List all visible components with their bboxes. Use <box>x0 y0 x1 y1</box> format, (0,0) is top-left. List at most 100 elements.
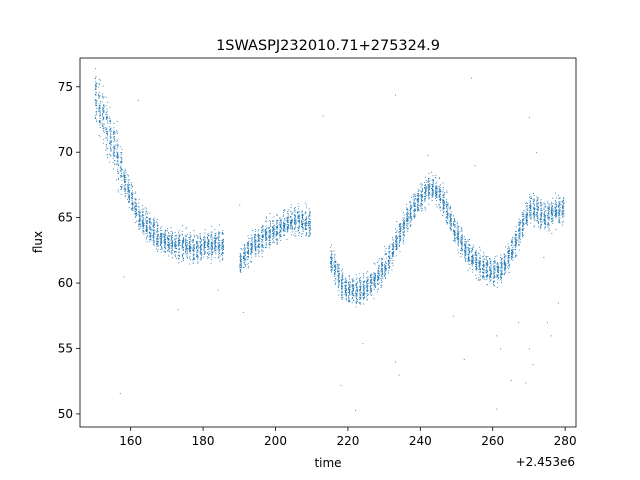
data-point <box>244 243 246 245</box>
data-point <box>208 235 210 237</box>
data-point <box>438 178 440 179</box>
data-point <box>264 229 266 231</box>
data-point <box>299 219 300 221</box>
data-point <box>465 247 467 249</box>
data-point <box>461 235 463 237</box>
data-point <box>135 199 137 201</box>
data-point <box>185 242 187 244</box>
data-point <box>406 208 408 210</box>
data-point <box>276 242 278 244</box>
data-point <box>417 205 419 207</box>
data-point <box>170 245 172 247</box>
data-point <box>195 240 197 242</box>
data-point <box>330 244 332 246</box>
data-point <box>351 284 353 286</box>
data-point <box>369 292 371 294</box>
data-point <box>384 276 386 278</box>
data-point <box>297 229 299 231</box>
data-point <box>154 220 155 222</box>
data-point <box>186 243 188 245</box>
data-point <box>106 114 108 116</box>
data-point <box>398 232 400 234</box>
data-point <box>479 274 481 276</box>
data-point <box>348 298 350 299</box>
data-point <box>219 248 221 250</box>
data-point <box>257 241 259 242</box>
data-point <box>101 96 103 98</box>
data-point <box>301 213 303 215</box>
data-point <box>150 222 152 223</box>
data-point <box>432 191 434 193</box>
data-point <box>356 302 358 304</box>
data-point <box>468 249 470 251</box>
data-point <box>435 200 437 202</box>
data-point <box>449 213 451 215</box>
data-point <box>276 223 278 225</box>
data-point <box>208 257 210 258</box>
data-point <box>432 186 433 188</box>
data-point <box>366 288 368 290</box>
data-point <box>192 239 194 241</box>
data-point <box>247 247 249 249</box>
data-point <box>472 255 474 257</box>
data-point <box>479 249 481 251</box>
data-point <box>433 182 435 184</box>
data-point <box>421 191 423 193</box>
data-point <box>100 79 101 81</box>
data-point <box>496 266 498 268</box>
data-point <box>241 249 242 251</box>
data-point <box>439 189 441 191</box>
data-point <box>479 255 481 257</box>
data-point <box>170 231 172 232</box>
data-point <box>348 291 349 293</box>
data-point <box>176 241 178 243</box>
data-point <box>103 104 105 106</box>
data-point <box>483 266 485 267</box>
data-point <box>273 229 275 231</box>
data-point <box>353 280 355 281</box>
data-point <box>454 232 456 234</box>
data-point <box>387 263 389 265</box>
data-point <box>99 120 101 122</box>
data-point <box>453 220 455 222</box>
data-point <box>302 224 303 226</box>
data-point <box>489 278 491 280</box>
data-point <box>259 250 261 252</box>
data-point <box>203 237 205 239</box>
data-point <box>436 186 438 188</box>
data-point <box>199 235 201 237</box>
data-point <box>98 95 100 97</box>
data-point <box>243 267 245 269</box>
data-point <box>146 237 147 239</box>
data-point <box>432 194 434 196</box>
data-point <box>219 246 221 248</box>
data-point <box>246 242 248 244</box>
data-point <box>413 217 415 219</box>
data-point <box>377 275 379 277</box>
data-point <box>200 259 202 261</box>
data-point <box>489 270 491 272</box>
data-point <box>207 246 209 248</box>
data-point <box>207 252 209 254</box>
data-point <box>436 206 438 208</box>
data-point <box>287 224 289 225</box>
data-point <box>96 121 98 123</box>
data-point <box>352 299 354 301</box>
data-point <box>382 273 384 275</box>
data-point <box>247 247 249 249</box>
data-point <box>268 226 270 228</box>
data-point <box>128 201 130 203</box>
data-point <box>211 245 213 247</box>
data-point <box>127 202 129 203</box>
data-point <box>349 293 351 295</box>
data-point <box>156 240 157 242</box>
data-point <box>214 241 216 243</box>
data-point <box>424 206 426 208</box>
data-point <box>128 196 130 198</box>
data-point <box>199 240 201 242</box>
data-point <box>269 228 271 230</box>
data-point <box>127 190 129 192</box>
data-point <box>279 229 281 231</box>
data-point <box>287 217 289 219</box>
data-point <box>359 286 361 288</box>
